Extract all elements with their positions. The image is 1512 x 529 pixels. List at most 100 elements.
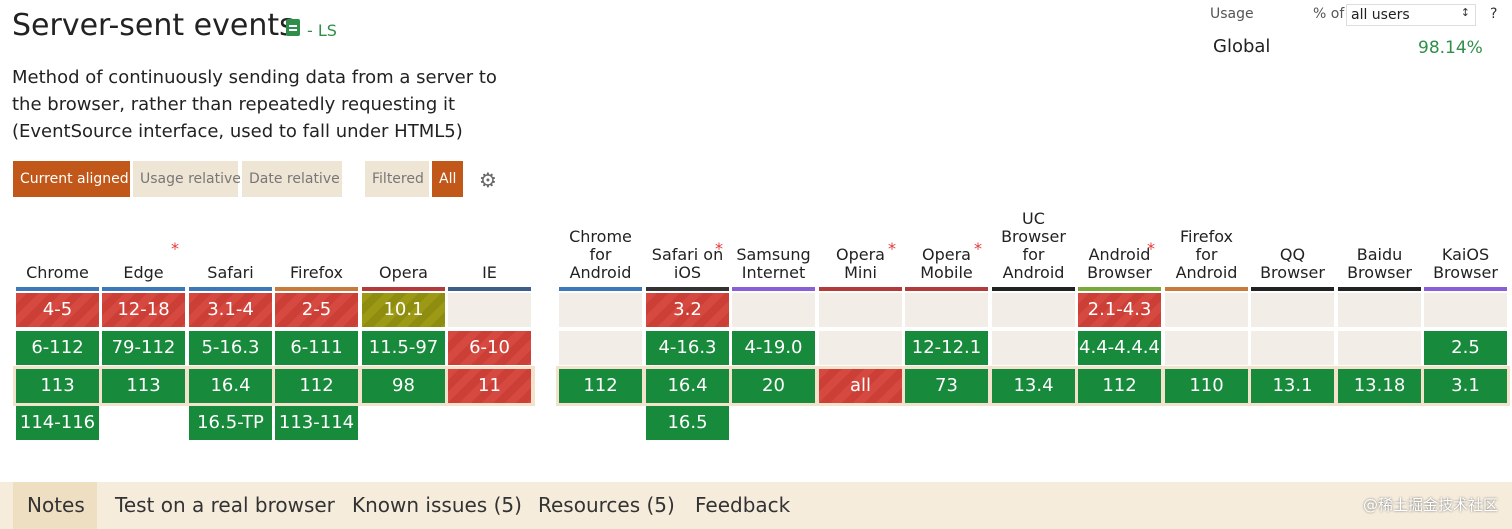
browser-header-edge[interactable]: Edge: [102, 206, 185, 284]
empty-cell: [559, 293, 642, 327]
version-cell[interactable]: 20: [732, 369, 815, 403]
browser-color-bar: [819, 287, 902, 291]
tab-resources-5[interactable]: Resources (5): [538, 493, 675, 517]
browser-name: Baidu Browser: [1347, 245, 1412, 282]
version-cell[interactable]: 73: [905, 369, 988, 403]
browser-color-bar: [189, 287, 272, 291]
browser-header-android-browser[interactable]: Android Browser: [1078, 206, 1161, 284]
users-select[interactable]: all users ↕: [1346, 4, 1476, 26]
version-cell[interactable]: all: [819, 369, 902, 403]
browser-name: Chrome: [26, 263, 89, 282]
browser-header-baidu-browser[interactable]: Baidu Browser: [1338, 206, 1421, 284]
note-asterisk-icon: *: [1147, 239, 1155, 258]
version-cell[interactable]: 13.18: [1338, 369, 1421, 403]
tab-feedback[interactable]: Feedback: [695, 493, 791, 517]
browser-color-bar: [992, 287, 1075, 291]
browser-name: UC Browser for Android: [1001, 209, 1066, 282]
empty-cell: [559, 331, 642, 365]
version-cell[interactable]: 6-10: [448, 331, 531, 365]
browser-name: Firefox for Android: [1175, 227, 1238, 282]
version-cell[interactable]: 16.4: [646, 369, 729, 403]
browser-header-safari[interactable]: Safari: [189, 206, 272, 284]
version-cell[interactable]: 112: [275, 369, 358, 403]
version-cell[interactable]: 2-5: [275, 293, 358, 327]
note-asterisk-icon: *: [171, 239, 179, 258]
browser-name: IE: [482, 263, 497, 282]
empty-cell: [992, 331, 1075, 365]
browser-header-safari-on-ios[interactable]: Safari on iOS: [646, 206, 729, 284]
spec-status-link[interactable]: - LS: [307, 21, 337, 40]
browser-header-opera[interactable]: Opera: [362, 206, 445, 284]
browser-color-bar: [16, 287, 99, 291]
browser-header-kaios-browser[interactable]: KaiOS Browser: [1424, 206, 1507, 284]
filtered-button[interactable]: Filtered: [365, 161, 429, 197]
browser-header-opera-mobile[interactable]: Opera Mobile: [905, 206, 988, 284]
version-cell[interactable]: 4-19.0: [732, 331, 815, 365]
version-cell[interactable]: 13.4: [992, 369, 1075, 403]
tab-test-on-a-real-browser[interactable]: Test on a real browser: [115, 493, 335, 517]
version-cell[interactable]: 113: [102, 369, 185, 403]
version-cell[interactable]: 4-5: [16, 293, 99, 327]
version-cell[interactable]: 112: [1078, 369, 1161, 403]
browser-header-chrome-for-android[interactable]: Chrome for Android: [559, 206, 642, 284]
version-cell[interactable]: 114-116: [16, 406, 99, 440]
version-cell[interactable]: 10.1: [362, 293, 445, 327]
version-cell[interactable]: 6-111: [275, 331, 358, 365]
empty-cell: [819, 331, 902, 365]
percent-of-label: % of: [1313, 6, 1345, 22]
tab-known-issues-5[interactable]: Known issues (5): [352, 493, 522, 517]
browser-header-samsung-internet[interactable]: Samsung Internet: [732, 206, 815, 284]
browser-name: KaiOS Browser: [1433, 245, 1498, 282]
empty-cell: [905, 293, 988, 327]
version-cell[interactable]: 112: [559, 369, 642, 403]
version-cell[interactable]: 16.4: [189, 369, 272, 403]
spec-document-icon[interactable]: [286, 19, 300, 36]
version-cell[interactable]: 12-12.1: [905, 331, 988, 365]
version-cell[interactable]: 4.4-4.4.4: [1078, 331, 1161, 365]
empty-cell: [1165, 331, 1248, 365]
browser-color-bar: [732, 287, 815, 291]
feature-description: Method of continuously sending data from…: [12, 67, 497, 142]
version-cell[interactable]: 3.1: [1424, 369, 1507, 403]
version-cell[interactable]: 98: [362, 369, 445, 403]
current-aligned-button[interactable]: Current aligned: [13, 161, 130, 197]
browser-header-firefox[interactable]: Firefox: [275, 206, 358, 284]
gear-icon[interactable]: ⚙: [479, 168, 497, 192]
date-relative-button[interactable]: Date relative: [242, 161, 342, 197]
browser-name: Edge: [123, 263, 164, 282]
all-button[interactable]: All: [432, 161, 463, 197]
browser-header-qq-browser[interactable]: QQ Browser: [1251, 206, 1334, 284]
browser-header-ie[interactable]: IE: [448, 206, 531, 284]
version-cell[interactable]: 113: [16, 369, 99, 403]
version-cell[interactable]: 16.5-TP: [189, 406, 272, 440]
usage-relative-button[interactable]: Usage relative: [133, 161, 241, 197]
version-cell[interactable]: 6-112: [16, 331, 99, 365]
browser-header-uc-browser-for-android[interactable]: UC Browser for Android: [992, 206, 1075, 284]
browser-header-chrome[interactable]: Chrome: [16, 206, 99, 284]
version-cell[interactable]: 2.1-4.3: [1078, 293, 1161, 327]
browser-color-bar: [362, 287, 445, 291]
version-cell[interactable]: 113-114: [275, 406, 358, 440]
empty-cell: [1251, 331, 1334, 365]
empty-cell: [819, 293, 902, 327]
version-cell[interactable]: 2.5: [1424, 331, 1507, 365]
version-cell[interactable]: 11.5-97: [362, 331, 445, 365]
version-cell[interactable]: 13.1: [1251, 369, 1334, 403]
version-cell[interactable]: 3.2: [646, 293, 729, 327]
browser-name: Chrome for Android: [569, 227, 632, 282]
note-asterisk-icon: *: [974, 239, 982, 258]
version-cell[interactable]: 11: [448, 369, 531, 403]
empty-cell: [1338, 293, 1421, 327]
tab-notes[interactable]: Notes: [13, 482, 97, 529]
version-cell[interactable]: 110: [1165, 369, 1248, 403]
version-cell[interactable]: 16.5: [646, 406, 729, 440]
version-cell[interactable]: 4-16.3: [646, 331, 729, 365]
version-cell[interactable]: 5-16.3: [189, 331, 272, 365]
version-cell[interactable]: 12-18: [102, 293, 185, 327]
version-cell[interactable]: 79-112: [102, 331, 185, 365]
browser-header-opera-mini[interactable]: Opera Mini: [819, 206, 902, 284]
browser-header-firefox-for-android[interactable]: Firefox for Android: [1165, 206, 1248, 284]
browser-color-bar: [646, 287, 729, 291]
version-cell[interactable]: 3.1-4: [189, 293, 272, 327]
help-link[interactable]: ?: [1490, 6, 1498, 22]
